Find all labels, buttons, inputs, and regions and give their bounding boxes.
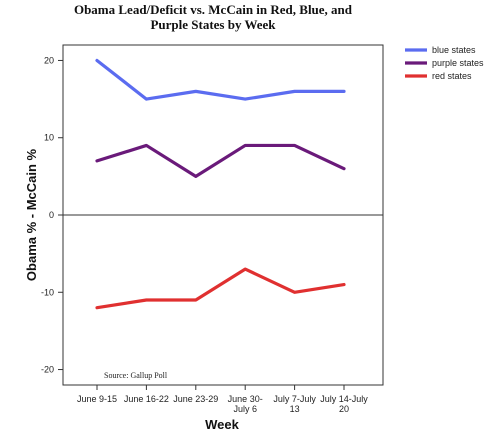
y-tick-label: 0 [49,210,54,220]
chart-title-line-1: Obama Lead/Deficit vs. McCain in Red, Bl… [74,2,353,17]
y-axis-title: Obama % - McCain % [24,148,39,281]
x-tick-label: July 14-July 20 [320,394,368,414]
x-tick-label: June 30-July 6 [228,394,263,414]
legend-label: blue states [432,45,476,55]
chart-title-line-2: Purple States by Week [150,17,276,32]
series-layer [95,58,346,310]
x-axis-title: Week [205,417,239,432]
x-tick-label: July 7-July 13 [273,394,316,414]
legend: blue states purple states red states [405,45,484,81]
x-tick-label: June 9-15 [77,394,117,404]
x-tick-label: June 23-29 [173,394,218,404]
y-tick-label: 10 [44,133,54,143]
legend-label: red states [432,71,472,81]
x-axis: June 9-15 June 16-22 June 23-29 June 30-Jul… [77,385,368,414]
x-tick-label: June 16-22 [124,394,169,404]
series-line [95,58,346,101]
series-line [95,267,346,310]
y-axis: 20 10 0 -10 -20 [41,55,383,375]
legend-label: purple states [432,58,484,68]
series-line [95,143,346,178]
source-annotation: Source: Gallup Poll [104,371,168,380]
y-tick-label: 20 [44,55,54,65]
y-tick-label: -10 [41,287,54,297]
y-tick-label: -20 [41,365,54,375]
